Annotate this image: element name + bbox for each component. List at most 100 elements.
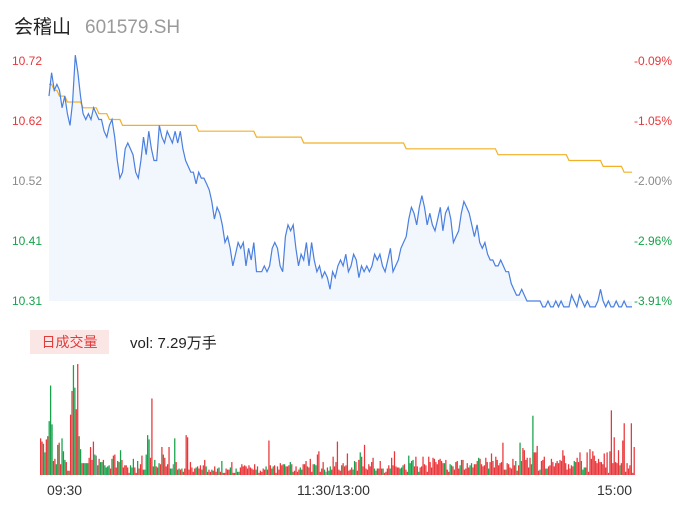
volume-bar xyxy=(196,466,199,475)
volume-bar xyxy=(375,470,377,475)
volume-bar xyxy=(271,468,273,475)
volume-bar xyxy=(520,460,523,475)
volume-bar xyxy=(537,470,540,475)
volume-bar xyxy=(425,465,427,475)
volume-bar xyxy=(587,471,590,475)
volume-bar xyxy=(55,464,57,475)
volume-bar xyxy=(475,464,477,475)
volume-bar xyxy=(445,459,447,475)
volume-bar xyxy=(144,469,146,475)
volume-bar xyxy=(633,446,635,475)
volume-bar xyxy=(509,467,511,475)
volume-bar xyxy=(45,439,47,475)
volume-bar xyxy=(241,464,243,475)
volume-bar xyxy=(543,456,545,475)
volume-bar xyxy=(148,439,150,475)
volume-bar xyxy=(616,463,618,475)
volume-bar xyxy=(540,460,543,475)
volume-bar xyxy=(298,469,300,475)
volume-bar xyxy=(560,460,563,475)
volume-bar xyxy=(288,465,290,475)
volume-bar xyxy=(359,452,361,475)
volume-bar xyxy=(415,456,417,475)
volume-bar xyxy=(57,444,59,475)
volume-bar xyxy=(169,468,172,475)
volume-bar xyxy=(376,468,378,475)
volume-bar xyxy=(559,459,561,475)
volume-bar xyxy=(620,463,622,475)
volume-bar xyxy=(478,457,480,475)
volume-bar xyxy=(586,452,588,475)
volume-bar xyxy=(455,462,457,475)
volume-bar xyxy=(145,454,147,475)
stock-name: 会稽山 xyxy=(14,17,72,38)
volume-bar xyxy=(519,442,521,475)
volume-bar xyxy=(87,463,89,475)
average-price-line xyxy=(49,83,632,173)
volume-bar xyxy=(97,465,99,475)
volume-bar xyxy=(134,467,136,475)
volume-bar xyxy=(562,450,564,475)
volume-bar xyxy=(333,466,336,475)
volume-bar xyxy=(129,465,132,475)
volume-bar xyxy=(308,467,310,475)
volume-bar xyxy=(378,468,380,475)
volume-bar xyxy=(199,465,202,475)
volume-bar xyxy=(369,466,371,475)
volume-bar xyxy=(316,454,319,475)
volume-bar xyxy=(181,468,183,475)
volume-bar xyxy=(435,462,437,475)
volume-bar xyxy=(112,455,115,475)
volume-bar xyxy=(251,468,253,475)
volume-bar xyxy=(610,410,612,475)
volume-bar xyxy=(545,468,547,475)
volume-bar xyxy=(326,467,329,475)
volume-bar xyxy=(603,453,605,475)
volume-bar xyxy=(575,462,577,475)
volume-bar xyxy=(256,466,259,475)
volume-bar xyxy=(274,465,276,475)
volume-bar xyxy=(393,451,396,475)
volume-bar xyxy=(410,460,413,475)
pct-tick-2: -1.05% xyxy=(633,114,672,128)
volume-bar xyxy=(269,465,271,475)
volume-bar xyxy=(590,458,593,475)
volume-bar xyxy=(452,466,454,475)
volume-bar xyxy=(224,472,226,475)
volume-bar xyxy=(188,469,190,475)
volume-bar xyxy=(532,415,534,475)
volume-bar xyxy=(322,462,324,475)
volume-bar xyxy=(108,465,110,475)
volume-bar xyxy=(589,449,591,475)
volume-bar xyxy=(147,435,149,475)
volume-bar xyxy=(632,472,634,475)
volume-bar xyxy=(600,462,603,475)
volume-bar xyxy=(439,458,441,475)
volume-bar xyxy=(456,460,458,475)
volume-bar xyxy=(442,463,444,475)
volume-bar xyxy=(346,453,349,475)
volume-bar xyxy=(419,467,421,475)
volume-bar xyxy=(91,459,93,475)
volume-bar xyxy=(128,472,130,475)
volume-bar xyxy=(623,423,625,475)
volume-bar xyxy=(617,450,620,475)
volume-bar xyxy=(125,465,127,475)
volume-bar xyxy=(577,462,580,475)
volume-bar xyxy=(236,471,239,475)
volume-bar xyxy=(349,469,351,475)
volume-bar xyxy=(362,466,364,475)
volume-bar xyxy=(329,466,331,475)
volume-bar xyxy=(500,462,503,475)
volume-bar xyxy=(569,468,571,475)
volume-bar xyxy=(513,465,515,475)
daily-volume-tab[interactable]: 日成交量 xyxy=(30,330,109,354)
volume-bar xyxy=(495,456,497,475)
volume-bar xyxy=(490,453,493,475)
volume-bar xyxy=(249,467,252,475)
volume-bar xyxy=(352,469,354,475)
volume-bar xyxy=(211,469,213,475)
volume-bar xyxy=(118,462,120,475)
volume-bar xyxy=(496,459,498,475)
volume-bar xyxy=(465,468,467,475)
